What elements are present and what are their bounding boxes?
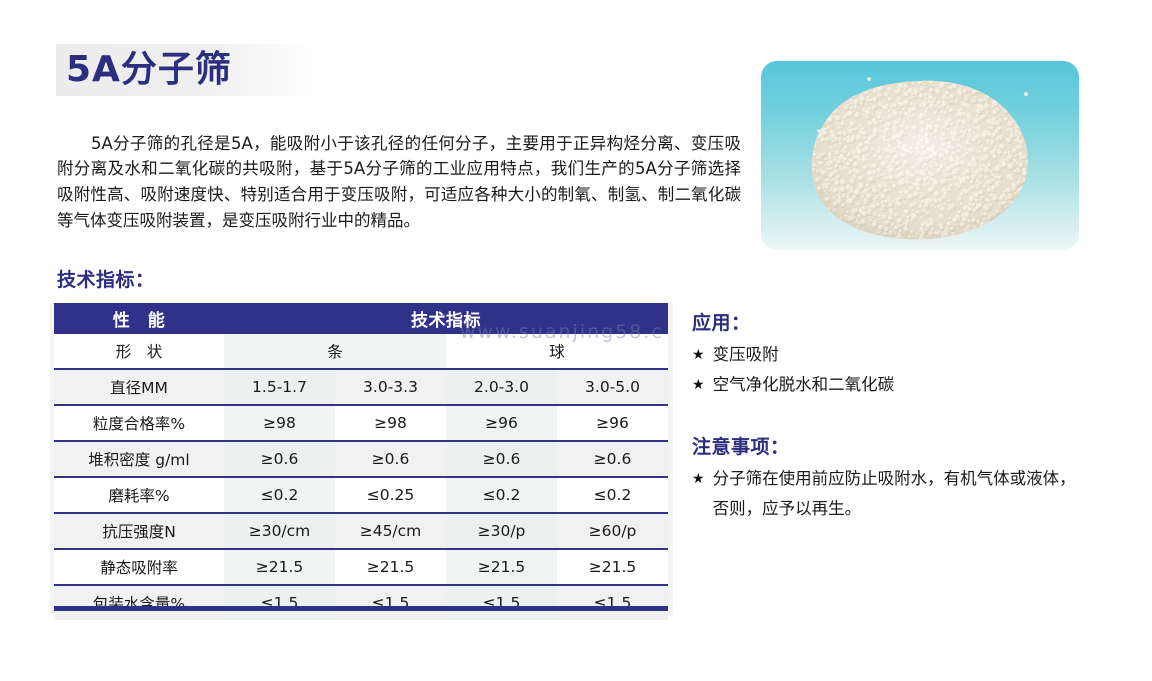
table-cell-property: 形 状 xyxy=(54,334,224,369)
table-cell-value: ≥98 xyxy=(224,404,335,441)
product-description: 5A分子筛的孔径是5A，能吸附小于该孔径的任何分子，主要用于正异构烃分离、变压吸… xyxy=(57,133,741,230)
table-cell-property: 堆积密度 g/ml xyxy=(54,440,224,477)
application-item: ★ 变压吸附 xyxy=(692,340,1072,370)
table-cell-property: 磨耗率% xyxy=(54,476,224,513)
table-cell-value: ≥60/p xyxy=(557,512,668,549)
spec-section-heading: 技术指标： xyxy=(57,269,155,291)
table-cell-property: 抗压强度N xyxy=(54,512,224,549)
spec-table: 性 能 技术指标 形 状条球直径MM 1.5-1.7 3.0-3.3 2.0-3.0 3… xyxy=(54,303,668,620)
table-cell-value: ≥21.5 xyxy=(446,548,557,585)
table-cell-value: ≥30/cm xyxy=(224,512,335,549)
table-row: 堆积密度 g/ml ≥0.6 ≥0.6 ≥0.6 ≥0.6 xyxy=(54,440,668,477)
header-indicator: 技术指标 xyxy=(224,303,668,334)
spec-table-container: 性 能 技术指标 形 状条球直径MM 1.5-1.7 3.0-3.3 2.0-3.0 3… xyxy=(54,303,668,620)
table-cell-value: 2.0-3.0 xyxy=(446,368,557,405)
application-section-heading: 应用： xyxy=(692,312,751,334)
table-cell-value: ≥96 xyxy=(557,404,668,441)
star-bullet-icon: ★ xyxy=(692,377,705,393)
table-cell-value: ≥0.6 xyxy=(446,440,557,477)
table-cell-value: 3.0-3.3 xyxy=(335,368,446,405)
table-cell-value: ≤0.25 xyxy=(335,476,446,513)
table-cell-value: ≥21.5 xyxy=(335,548,446,585)
table-cell-property: 直径MM xyxy=(54,368,224,405)
spec-table-head: 性 能 技术指标 xyxy=(54,303,668,334)
table-row: 形 状条球 xyxy=(54,334,668,369)
star-bullet-icon: ★ xyxy=(692,471,705,487)
table-under-shadow xyxy=(54,611,672,616)
product-photo xyxy=(761,61,1079,250)
table-cell-value: ≤0.2 xyxy=(224,476,335,513)
table-cell-value: ≥30/p xyxy=(446,512,557,549)
table-cell-value: ≥0.6 xyxy=(335,440,446,477)
molecular-sieve-beads-illustration xyxy=(811,77,1029,245)
caution-list: ★ 分子筛在使用前应防止吸附水，有机气体或液体，否则，应予以再生。 xyxy=(692,464,1082,524)
application-item-label: 变压吸附 xyxy=(712,345,779,364)
table-cell-value: 球 xyxy=(446,334,668,369)
caution-item: ★ 分子筛在使用前应防止吸附水，有机气体或液体，否则，应予以再生。 xyxy=(692,464,1082,524)
table-header-row: 性 能 技术指标 xyxy=(54,303,668,334)
table-cell-value: 1.5-1.7 xyxy=(224,368,335,405)
header-property: 性 能 xyxy=(54,303,224,334)
caution-section-heading: 注意事项： xyxy=(692,436,790,458)
application-item-label: 空气净化脱水和二氧化碳 xyxy=(712,375,895,394)
table-cell-property: 粒度合格率% xyxy=(54,404,224,441)
application-list: ★ 变压吸附 ★ 空气净化脱水和二氧化碳 xyxy=(692,340,1072,400)
table-cell-value: ≥98 xyxy=(335,404,446,441)
star-bullet-icon: ★ xyxy=(692,347,705,363)
table-row: 静态吸附率 ≥21.5 ≥21.5 ≥21.5 ≥21.5 xyxy=(54,548,668,585)
table-cell-value: ≤0.2 xyxy=(557,476,668,513)
table-row: 粒度合格率% ≥98 ≥98 ≥96 ≥96 xyxy=(54,404,668,441)
table-bottom-rule xyxy=(54,606,668,611)
table-cell-value: 3.0-5.0 xyxy=(557,368,668,405)
table-cell-value: ≤0.2 xyxy=(446,476,557,513)
title-background-band xyxy=(56,44,318,96)
table-cell-value: 条 xyxy=(224,334,446,369)
table-cell-value: ≥96 xyxy=(446,404,557,441)
spec-table-body: 形 状条球直径MM 1.5-1.7 3.0-3.3 2.0-3.0 3.0-5.0 粒度合… xyxy=(54,334,668,620)
table-left-edge xyxy=(50,303,54,615)
table-cell-value: ≥21.5 xyxy=(224,548,335,585)
table-cell-value: ≥45/cm xyxy=(335,512,446,549)
table-right-edge xyxy=(668,303,673,615)
application-item: ★ 空气净化脱水和二氧化碳 xyxy=(692,370,1072,400)
table-cell-value: ≥0.6 xyxy=(557,440,668,477)
table-cell-property: 静态吸附率 xyxy=(54,548,224,585)
table-row: 抗压强度N ≥30/cm ≥45/cm ≥30/p ≥60/p xyxy=(54,512,668,549)
table-row: 直径MM 1.5-1.7 3.0-3.3 2.0-3.0 3.0-5.0 xyxy=(54,368,668,405)
caution-item-label: 分子筛在使用前应防止吸附水，有机气体或液体，否则，应予以再生。 xyxy=(712,469,1076,518)
table-cell-value: ≥21.5 xyxy=(557,548,668,585)
page-title: 5A分子筛 xyxy=(66,49,232,90)
table-row: 磨耗率% ≤0.2 ≤0.25 ≤0.2 ≤0.2 xyxy=(54,476,668,513)
table-cell-value: ≥0.6 xyxy=(224,440,335,477)
